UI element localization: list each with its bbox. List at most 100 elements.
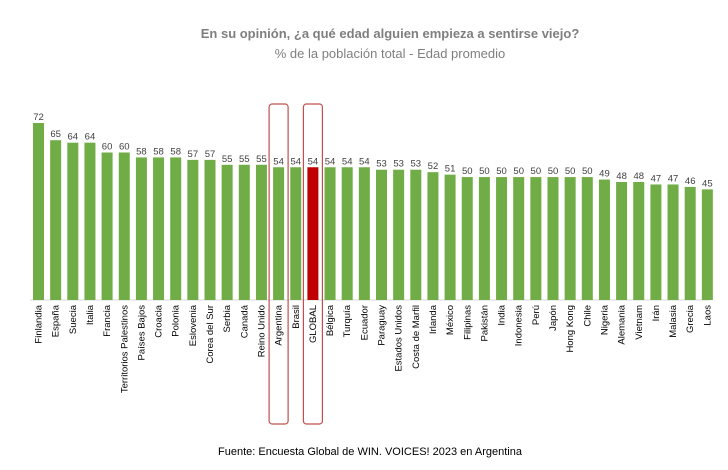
value-label-costa-de-marfil: 53 (411, 159, 422, 170)
category-label-nigeria: Nigeria (599, 304, 610, 335)
category-label-croacia: Croacia (154, 304, 165, 337)
category-label-filipinas: Filipinas (462, 305, 473, 340)
category-label-irlanda: Irlanda (428, 304, 439, 334)
value-label-belgica: 54 (325, 156, 336, 167)
category-label-pakistan: Pakistán (479, 305, 490, 341)
bar-paises-bajos (135, 157, 147, 300)
value-label-global: 54 (308, 156, 319, 167)
value-label-paraguay: 53 (376, 159, 387, 170)
category-label-espana: España (51, 304, 62, 337)
value-label-indonesia: 50 (513, 166, 524, 177)
bar-finlandia (33, 123, 44, 300)
bar-grecia (684, 186, 696, 300)
category-label-chile: Chile (582, 305, 593, 327)
category-label-iran: Irán (651, 305, 662, 321)
value-label-paises-bajos: 58 (136, 146, 147, 157)
bar-vietnam (633, 182, 645, 300)
value-label-malasia: 47 (668, 173, 679, 184)
bar-estados-unidos (393, 169, 405, 300)
bar-irlanda (427, 172, 439, 300)
bar-territorios-palestinos (118, 152, 130, 300)
value-label-italia: 64 (85, 132, 96, 143)
category-label-paraguay: Paraguay (377, 305, 388, 346)
value-label-argentina: 54 (273, 156, 284, 167)
bars-group: 72 Finlandia 65 España 64 Suecia 64 Italia 60 Fra… (33, 112, 713, 393)
category-label-belgica: Bélgica (325, 304, 336, 336)
bar-laos (701, 189, 713, 301)
value-label-francia: 60 (102, 142, 113, 153)
value-label-estados-unidos: 53 (393, 159, 404, 170)
category-label-indonesia: Indonesia (514, 304, 525, 346)
category-label-peru: Perú (531, 305, 542, 325)
category-label-global: GLOBAL (308, 305, 319, 343)
bar-argentina (273, 167, 285, 300)
value-label-alemania: 48 (616, 171, 627, 182)
category-label-grecia: Grecia (685, 304, 696, 333)
category-label-eslovenia: Eslovenia (188, 304, 199, 346)
bar-turquia (341, 167, 353, 300)
category-label-turquia: Turquía (342, 304, 353, 337)
bar-polonia (170, 157, 182, 300)
value-label-india: 50 (496, 166, 507, 177)
category-label-alemania: Alemania (617, 304, 628, 344)
bar-reino-unido (255, 164, 267, 300)
bar-canada (238, 164, 250, 300)
value-label-eslovenia: 57 (188, 149, 199, 160)
value-label-filipinas: 50 (462, 166, 473, 177)
category-label-ecuador: Ecuador (359, 305, 370, 340)
highlight-outlines (268, 103, 323, 425)
bar-belgica (324, 167, 336, 300)
value-label-ecuador: 54 (359, 156, 370, 167)
category-label-laos: Laos (702, 305, 713, 326)
bar-suecia (67, 142, 79, 300)
highlight-outline-global (302, 103, 323, 425)
category-label-brasil: Brasil (291, 305, 302, 329)
value-label-finlandia: 72 (33, 112, 44, 123)
value-label-turquia: 54 (342, 156, 353, 167)
chart-title: En su opinión, ¿a qué edad alguien empie… (200, 26, 580, 41)
category-label-japon: Japón (548, 305, 559, 331)
category-label-finlandia: Finlandia (34, 304, 45, 343)
category-label-malasia: Malasia (668, 304, 679, 337)
bar-costa-de-marfil (410, 169, 422, 300)
value-label-nigeria: 49 (599, 169, 610, 180)
value-label-chile: 50 (582, 166, 593, 177)
highlight-outline-argentina (268, 103, 289, 425)
bar-croacia (153, 157, 165, 300)
value-label-vietnam: 48 (633, 171, 644, 182)
value-label-serbia: 55 (222, 154, 233, 165)
bar-espana (50, 140, 62, 300)
value-label-mexico: 51 (445, 164, 456, 175)
bar-corea-del-sur (204, 159, 216, 301)
bar-brasil (290, 167, 302, 300)
value-label-japon: 50 (548, 166, 559, 177)
bar-indonesia (513, 177, 525, 300)
category-label-suecia: Suecia (68, 304, 79, 334)
bar-ecuador (358, 167, 370, 300)
bar-pakistan (478, 177, 490, 300)
category-label-mexico: México (445, 305, 456, 335)
bar-india (496, 177, 508, 300)
bar-paraguay (376, 169, 387, 300)
category-label-reino-unido: Reino Unido (256, 305, 267, 357)
bar-nigeria (598, 179, 610, 300)
value-label-polonia: 58 (170, 146, 181, 157)
category-label-corea-del-sur: Corea del Sur (205, 305, 216, 364)
value-label-peru: 50 (531, 166, 542, 177)
bar-chile (581, 177, 593, 300)
bar-malasia (667, 184, 679, 300)
source-note: Fuente: Encuesta Global de WIN. VOICES! … (218, 446, 522, 458)
bar-mexico (444, 174, 456, 301)
value-label-canada: 55 (239, 154, 250, 165)
value-label-irlanda: 52 (428, 161, 439, 172)
category-label-francia: Francia (102, 304, 113, 336)
category-label-canada: Canadá (239, 304, 250, 338)
bar-iran (650, 184, 662, 300)
value-label-hong-kong: 50 (565, 166, 576, 177)
value-label-espana: 65 (50, 129, 61, 140)
bar-francia (101, 152, 113, 300)
value-label-corea-del-sur: 57 (205, 149, 216, 160)
value-label-brasil: 54 (290, 156, 301, 167)
bar-global (307, 167, 319, 300)
